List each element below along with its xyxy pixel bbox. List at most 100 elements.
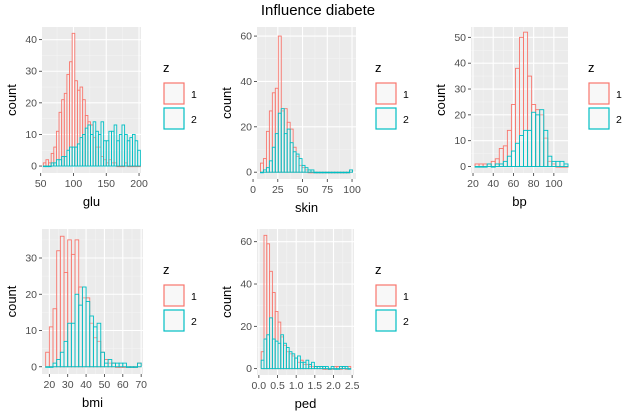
y-axis-title: count [219, 87, 234, 119]
y-tick-label: 20 [240, 121, 252, 133]
legend-key-z1 [588, 82, 610, 105]
x-tick-label: 70 [135, 379, 147, 391]
legend-label-z2: 2 [191, 114, 197, 126]
legend-label-z1: 1 [403, 89, 409, 101]
x-tick-label: 100 [545, 178, 563, 190]
x-axis-title: glu [83, 194, 100, 209]
legend-title: z [375, 262, 382, 277]
histogram-bar-z2 [137, 362, 142, 368]
x-tick-label: 30 [62, 379, 74, 391]
legend-label-z2: 2 [616, 114, 622, 126]
histogram-bar-z2 [78, 304, 83, 368]
y-tick-label: 20 [240, 321, 252, 333]
histogram-bar-z1 [59, 235, 65, 368]
histogram-bar-z2 [74, 293, 80, 368]
histogram-bar-z2 [330, 366, 335, 370]
histogram-bar-z2 [510, 150, 516, 167]
histogram-bar-z2 [535, 114, 541, 167]
panel-bmi: 0 10 20 30 20 30 40 50 60 70 bmi count z 1 2 [4, 229, 197, 410]
legend-key-z1 [163, 82, 185, 105]
histogram-bar-z2 [103, 362, 109, 368]
y-tick-label: 30 [25, 253, 37, 265]
histogram-bar-z2 [498, 163, 504, 167]
x-tick-label: 100 [343, 184, 361, 196]
histogram-bar-z2 [559, 160, 565, 167]
histogram-bar-z2 [502, 160, 508, 167]
histogram-bar-z2 [92, 326, 98, 368]
legend-title: z [375, 60, 382, 75]
histogram-bar-z2 [325, 366, 329, 370]
histogram-bar-z2 [63, 340, 69, 368]
x-tick-label: 20 [467, 178, 479, 190]
x-tick-label: 200 [130, 178, 148, 190]
histogram-bar-z2 [107, 359, 113, 368]
y-tick-label: 30 [25, 66, 37, 78]
histogram-bar-z2 [52, 362, 58, 368]
histogram-bar-z2 [478, 166, 484, 168]
histogram-bar-z2 [85, 301, 91, 368]
histogram-bar-z1 [490, 160, 496, 167]
histogram-bar-z2 [555, 160, 561, 167]
x-axis-title: bmi [82, 395, 103, 410]
x-axis-title: skin [295, 200, 318, 215]
histogram-bar-z2 [310, 169, 315, 173]
histogram-bar-z2 [551, 160, 557, 167]
y-axis-title: count [219, 286, 234, 318]
legend-title: z [588, 60, 595, 75]
x-tick-label: 0.5 [270, 380, 285, 392]
y-tick-label: 10 [25, 325, 37, 337]
x-tick-label: 50 [99, 379, 111, 391]
histogram-bar-z2 [96, 322, 102, 368]
x-tick-label: 150 [97, 178, 115, 190]
y-tick-label: 0 [31, 161, 37, 173]
x-tick-label: 100 [65, 178, 83, 190]
legend-key-z2 [163, 309, 185, 332]
histogram-bar-z2 [89, 315, 94, 368]
y-axis-title: count [433, 84, 448, 116]
x-tick-label: 0.0 [252, 380, 267, 392]
legend-key-z2 [163, 107, 185, 130]
y-tick-label: 50 [454, 32, 466, 44]
panel-ped: 0 20 40 60 0.0 0.5 1.0 1.5 2.0 2.5 ped count z 1 2 [219, 229, 409, 411]
legend-label-z2: 2 [403, 316, 409, 328]
x-tick-label: 1.0 [289, 380, 304, 392]
panel-glu: 0 10 20 30 40 50 100 150 200 glu count z 1 2 [4, 27, 197, 209]
x-axis-title: ped [295, 396, 317, 411]
y-tick-label: 20 [25, 289, 37, 301]
x-tick-label: 50 [35, 178, 47, 190]
y-tick-label: 60 [240, 31, 252, 43]
y-tick-label: 0 [246, 363, 252, 375]
x-tick-label: 2.5 [345, 380, 360, 392]
panel-background [42, 229, 143, 374]
histogram-bar-z2 [56, 359, 61, 368]
y-tick-label: 60 [240, 236, 252, 248]
legend-key-z1 [375, 82, 397, 105]
legend-key-z1 [375, 284, 397, 307]
x-tick-label: 60 [508, 178, 520, 190]
y-tick-label: 20 [25, 97, 37, 109]
x-tick-label: 1.5 [308, 380, 323, 392]
x-tick-label: 2.0 [326, 380, 341, 392]
x-axis-title: bp [512, 194, 526, 209]
histogram-bar-z1 [52, 308, 58, 368]
histogram-bar-z2 [126, 366, 131, 368]
histogram-bar-z2 [347, 368, 352, 370]
legend-title: z [163, 262, 170, 277]
legend-key-z2 [588, 107, 610, 130]
legend-label-z2: 2 [191, 316, 197, 328]
histogram-bar-z2 [349, 169, 353, 173]
histogram-bar-z2 [70, 322, 76, 368]
x-tick-label: 40 [487, 178, 499, 190]
histogram-bar-z2 [115, 362, 120, 368]
y-tick-label: 40 [454, 58, 466, 70]
y-axis-title: count [4, 84, 19, 116]
y-tick-label: 10 [454, 135, 466, 147]
legend-key-z2 [375, 309, 397, 332]
x-tick-label: 60 [117, 379, 129, 391]
legend-label-z2: 2 [403, 114, 409, 126]
histogram-bar-z2 [486, 163, 492, 167]
histogram-bar-z2 [506, 155, 512, 167]
y-tick-label: 40 [25, 34, 37, 46]
histogram-bar-z2 [122, 362, 127, 368]
